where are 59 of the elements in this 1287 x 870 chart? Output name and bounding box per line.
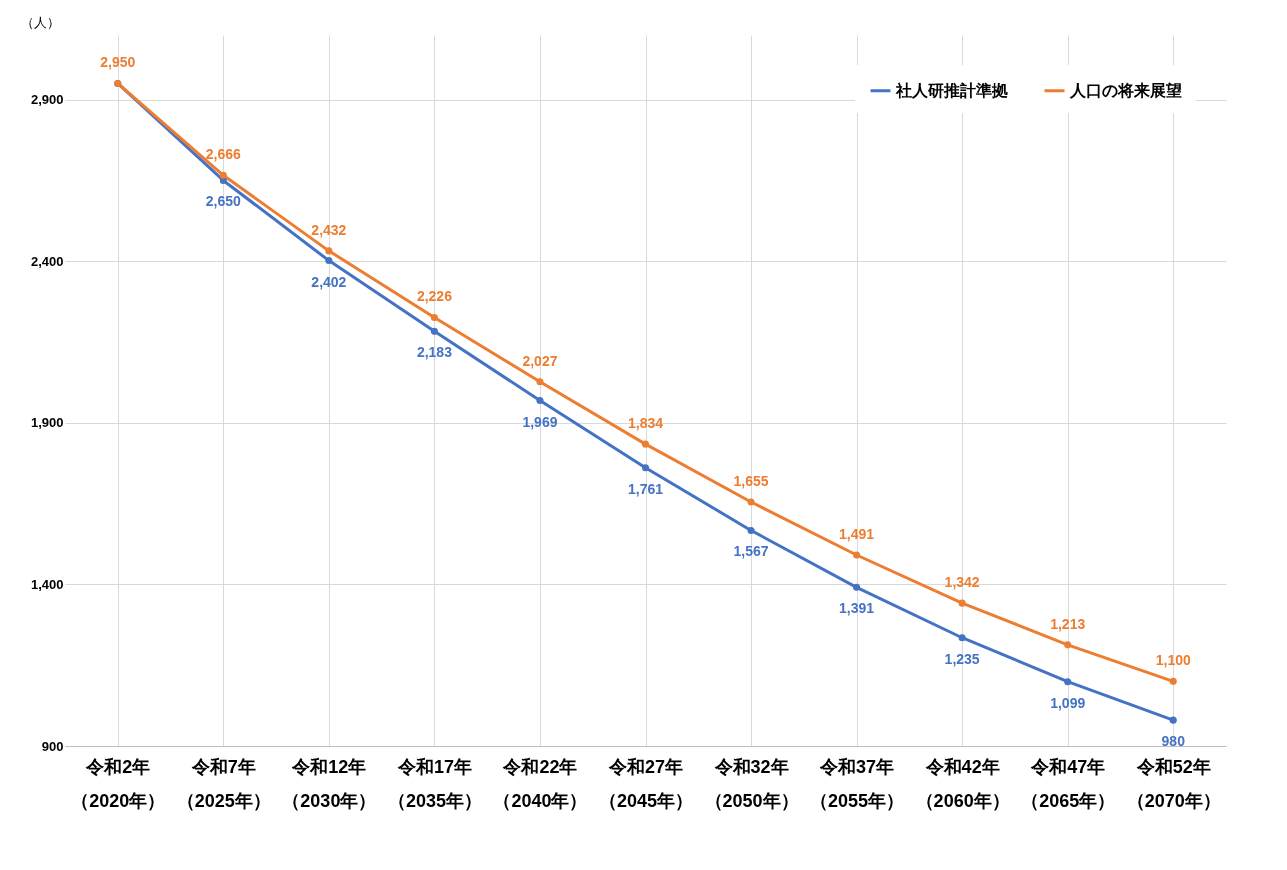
data-label: 2,432 xyxy=(311,221,347,238)
point xyxy=(747,526,755,534)
x-tick-label: 令和42年（2060年） xyxy=(915,756,1010,811)
data-label: 1,391 xyxy=(839,600,875,617)
y-tick-label: 2,400 xyxy=(30,253,64,269)
legend-label: 社人研推計準拠 xyxy=(895,81,1008,99)
point xyxy=(1064,641,1072,649)
data-label: 1,834 xyxy=(627,415,664,432)
data-label: 1,761 xyxy=(627,480,664,497)
y-tick-label: 1,900 xyxy=(30,415,64,431)
point xyxy=(219,171,227,179)
point xyxy=(1064,678,1072,686)
data-label: 1,100 xyxy=(1155,652,1191,669)
data-label: 1,099 xyxy=(1050,694,1086,711)
y-tick-label: 2,900 xyxy=(30,92,64,108)
point xyxy=(853,551,861,559)
point xyxy=(536,378,544,386)
point xyxy=(1169,716,1177,724)
point xyxy=(430,327,438,335)
x-tick-label: 令和2年（2020年） xyxy=(71,756,166,811)
data-label: 1,567 xyxy=(733,543,769,560)
x-tick-label: 令和32年（2050年） xyxy=(704,756,799,811)
data-label: 1,491 xyxy=(839,526,875,542)
data-label: 1,342 xyxy=(944,574,980,591)
x-tick-label: 令和47年（2065年） xyxy=(1021,756,1116,811)
data-label: 980 xyxy=(1161,733,1186,750)
data-label: 1,655 xyxy=(733,473,769,489)
data-label: 2,402 xyxy=(311,273,347,290)
point xyxy=(958,634,966,642)
data-label: 2,183 xyxy=(416,344,453,361)
data-label: 1,213 xyxy=(1050,615,1086,632)
x-tick-label: 令和52年（2070年） xyxy=(1126,756,1221,811)
point xyxy=(325,247,333,255)
x-tick-label: 令和17年（2035年） xyxy=(387,756,482,811)
point xyxy=(747,498,755,506)
x-tick-label: 令和12年（2030年） xyxy=(282,756,377,811)
x-tick-label: 令和37年（2055年） xyxy=(810,756,905,811)
y-tick-label: 1,400 xyxy=(30,576,64,592)
point xyxy=(853,583,861,591)
data-label: 2,950 xyxy=(100,54,136,71)
point xyxy=(536,396,544,405)
point xyxy=(641,464,650,472)
data-label: 2,226 xyxy=(416,288,453,305)
y-axis-title: （人） xyxy=(20,14,60,30)
point xyxy=(430,313,438,321)
point xyxy=(641,440,650,448)
point xyxy=(1169,677,1177,685)
point xyxy=(958,599,966,607)
x-tick-label: 令和7年（2025年） xyxy=(176,756,271,811)
data-label: 2,650 xyxy=(205,193,242,210)
x-tick-label: 令和22年（2040年） xyxy=(493,756,588,811)
data-label: 2,666 xyxy=(205,146,242,163)
y-tick-label: 900 xyxy=(41,738,64,754)
legend-label: 人口の将来展望 xyxy=(1069,81,1182,99)
point xyxy=(325,257,333,265)
data-label: 1,969 xyxy=(522,413,558,430)
data-label: 2,027 xyxy=(522,352,558,369)
data-label: 1,235 xyxy=(944,650,980,667)
x-tick-label: 令和27年（2045年） xyxy=(598,756,694,811)
